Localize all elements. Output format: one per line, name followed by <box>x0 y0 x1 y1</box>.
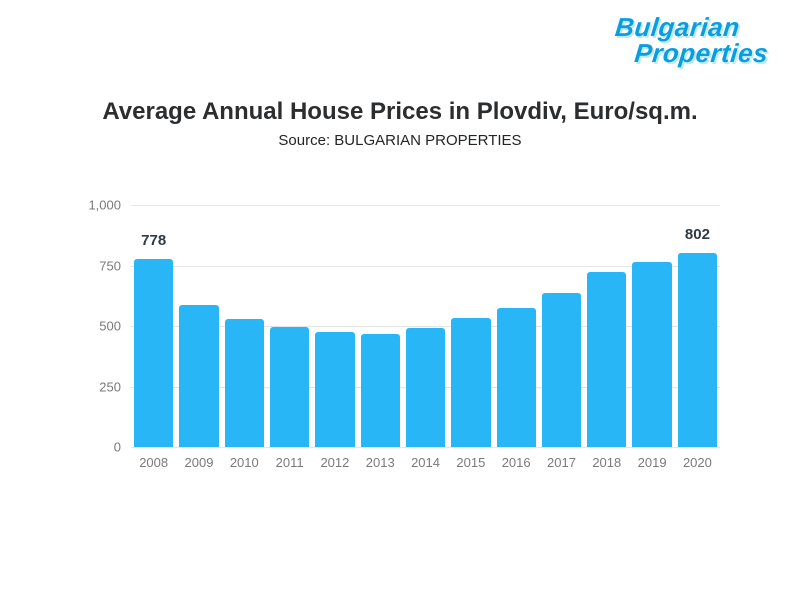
bar-group-2019 <box>632 205 672 447</box>
bar-value-label <box>587 245 626 263</box>
bar-2013 <box>360 333 400 447</box>
x-tick-label: 2016 <box>501 455 531 470</box>
bar-chart: 1,000 750 500 250 0 778 802 2008 2009 2010 2011 2… <box>85 198 720 470</box>
x-tick-label: 2014 <box>411 455 440 470</box>
x-tick-label: 2020 <box>682 455 712 470</box>
x-tick-label: 2010 <box>229 455 259 470</box>
x-tick-label: 2012 <box>320 455 350 470</box>
bar-value-label: 802 <box>684 225 710 243</box>
y-tick-label: 250 <box>99 379 121 394</box>
gridline <box>131 447 720 448</box>
bar-group-2012 <box>315 205 355 447</box>
bar-2016 <box>496 307 536 447</box>
y-tick-label: 750 <box>99 258 121 273</box>
bar-value-label <box>497 281 536 299</box>
bar-value-label <box>406 301 445 319</box>
bar-2008 <box>134 258 174 447</box>
plot-area: 778 802 <box>131 205 720 448</box>
bar-2012 <box>315 332 355 447</box>
y-tick-label: 500 <box>99 318 121 334</box>
bar-group-2011 <box>269 205 310 447</box>
chart-title: Average Annual House Prices in Plovdiv, … <box>102 98 698 125</box>
logo-word-properties: Properties <box>633 38 771 68</box>
x-tick-label: 2013 <box>365 455 395 470</box>
bar-2017 <box>541 292 582 447</box>
bar-group-2010 <box>224 205 264 447</box>
bar-2020 <box>677 252 718 447</box>
bar-value-label <box>270 300 309 318</box>
logo-word-bulgarian: Bulgarian <box>614 12 742 42</box>
gridline <box>131 265 720 267</box>
y-tick-label: 1,000 <box>88 197 121 213</box>
bar-group-2009 <box>179 205 219 447</box>
x-tick-label: 2011 <box>275 455 304 470</box>
bar-value-label: 778 <box>141 231 167 249</box>
bar-group-2014 <box>405 205 446 447</box>
gridline <box>131 326 720 327</box>
x-tick-label: 2018 <box>592 455 622 470</box>
bar-2014 <box>405 327 446 447</box>
x-axis: 2008 2009 2010 2011 2012 2013 2014 2015 2016 2017… <box>131 455 720 470</box>
bar-group-2008: 778 <box>134 205 174 447</box>
bar-2009 <box>179 305 219 447</box>
plot-column: 778 802 2008 2009 2010 2011 2012 2013 2014 2015 2… <box>131 205 720 470</box>
x-tick-label: 2008 <box>139 455 169 470</box>
bar-value-label <box>315 305 354 323</box>
bar-group-2013 <box>360 205 400 447</box>
x-tick-label: 2019 <box>637 455 667 470</box>
bar-2010 <box>224 319 264 447</box>
bar-2018 <box>587 272 627 447</box>
x-tick-label: 2015 <box>456 455 486 470</box>
bar-2015 <box>451 318 491 447</box>
bar-value-label <box>361 307 400 325</box>
gridline <box>131 205 720 206</box>
bar-value-label <box>225 292 264 310</box>
bar-value-label <box>451 291 490 309</box>
chart-subtitle: Source: BULGARIAN PROPERTIES <box>278 132 522 149</box>
bar-2011 <box>269 326 310 447</box>
bar-value-label <box>179 278 218 296</box>
bar-group-2018 <box>587 205 627 447</box>
bar-value-label <box>632 235 671 253</box>
x-tick-label: 2009 <box>184 455 214 470</box>
bar-group-2017 <box>541 205 582 447</box>
x-tick-label: 2017 <box>547 455 576 470</box>
bar-2019 <box>632 261 672 447</box>
bar-group-2020: 802 <box>677 205 718 447</box>
bar-group-2016 <box>496 205 536 447</box>
bar-group-2015 <box>451 205 491 447</box>
y-tick-label: 0 <box>113 439 121 455</box>
y-axis: 1,000 750 500 250 0 <box>85 198 131 455</box>
bar-value-label <box>542 266 581 284</box>
bars: 778 802 <box>131 205 720 447</box>
bulgarian-properties-logo: Bulgarian Properties <box>612 12 773 68</box>
